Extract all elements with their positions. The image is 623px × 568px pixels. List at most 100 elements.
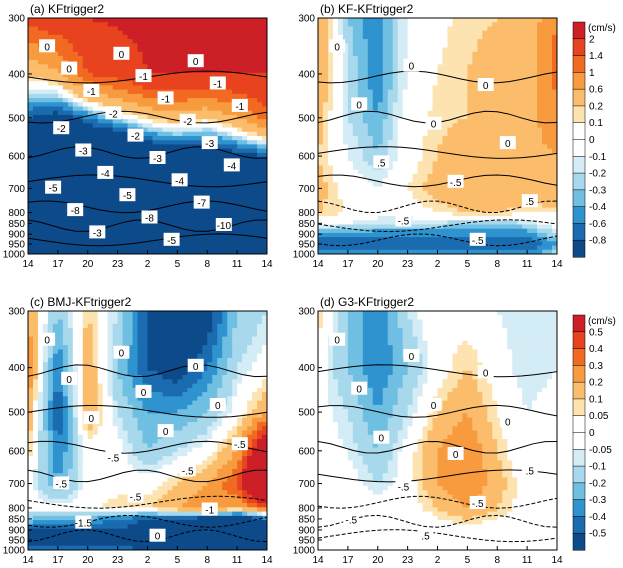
heatmap-cell (387, 110, 394, 116)
heatmap-cell (318, 98, 324, 103)
heatmap-cell (247, 72, 253, 78)
heatmap-cell (242, 22, 248, 28)
heatmap-cell (62, 237, 69, 242)
heatmap-cell (527, 140, 533, 146)
heatmap-cell (367, 114, 374, 120)
heatmap-cell (522, 152, 528, 158)
heatmap-cell (192, 211, 198, 217)
heatmap-cell (247, 232, 253, 238)
heatmap-cell (382, 51, 389, 57)
heatmap-cell (172, 211, 178, 217)
heatmap-cell (52, 245, 59, 251)
heatmap-cell (462, 119, 468, 124)
heatmap-cell (42, 136, 49, 141)
heatmap-cell (537, 64, 543, 70)
heatmap-cell (137, 89, 144, 95)
heatmap-cell (432, 89, 439, 95)
heatmap-cell (132, 72, 139, 78)
heatmap-cell (257, 245, 263, 251)
heatmap-cell (232, 232, 238, 238)
heatmap-cell (122, 224, 129, 230)
heatmap-cell (387, 102, 394, 108)
heatmap-cell (72, 165, 79, 171)
heatmap-cell (117, 39, 124, 44)
heatmap-cell (442, 81, 449, 87)
heatmap-cell (552, 178, 557, 183)
heatmap-cell (122, 173, 129, 179)
heatmap-cell (57, 228, 64, 234)
heatmap-cell (52, 136, 59, 141)
heatmap-cell (237, 165, 243, 171)
heatmap-cell (252, 165, 258, 171)
heatmap-cell (52, 157, 59, 162)
heatmap-cell (32, 228, 39, 234)
heatmap-cell (87, 249, 94, 254)
heatmap-cell (232, 144, 238, 150)
heatmap-cell (402, 89, 409, 95)
heatmap-cell (497, 131, 503, 137)
heatmap-cell (462, 169, 468, 175)
heatmap-cell (412, 106, 419, 112)
heatmap-cell (212, 123, 218, 129)
heatmap-cell (82, 43, 89, 49)
heatmap-cell (32, 123, 39, 129)
heatmap-cell (542, 39, 548, 44)
heatmap-cell (57, 161, 64, 167)
heatmap-cell (117, 127, 124, 133)
heatmap-cell (362, 43, 369, 49)
heatmap-cell (262, 161, 267, 167)
heatmap-cell (147, 224, 154, 230)
heatmap-cell (417, 34, 424, 40)
heatmap-cell (492, 77, 498, 82)
heatmap-cell (437, 60, 444, 65)
heatmap-cell (77, 224, 84, 230)
heatmap-cell (442, 98, 449, 103)
heatmap-cell (357, 39, 364, 44)
heatmap-cell (162, 165, 169, 171)
heatmap-cell (97, 241, 104, 247)
heatmap-cell (387, 51, 394, 57)
heatmap-cell (452, 140, 459, 146)
heatmap-cell (522, 77, 528, 82)
heatmap-cell (82, 123, 89, 129)
heatmap-cell (262, 30, 267, 36)
heatmap-cell (67, 228, 74, 234)
heatmap-cell (402, 203, 409, 209)
heatmap-cell (172, 220, 178, 226)
heatmap-cell (397, 131, 404, 137)
heatmap-cell (377, 64, 384, 70)
heatmap-cell (362, 93, 369, 99)
heatmap-cell (402, 77, 409, 82)
heatmap-cell (57, 136, 64, 141)
heatmap-cell (432, 85, 439, 91)
heatmap-cell (382, 26, 389, 32)
heatmap-cell (82, 211, 89, 217)
heatmap-cell (542, 55, 548, 61)
heatmap-cell (127, 140, 134, 146)
heatmap-cell (227, 245, 233, 251)
heatmap-cell (217, 127, 223, 133)
heatmap-cell (197, 165, 203, 171)
heatmap-cell (497, 72, 503, 78)
heatmap-cell (222, 127, 228, 133)
heatmap-cell (532, 47, 538, 53)
heatmap-cell (82, 199, 89, 205)
heatmap-cell (337, 169, 344, 175)
heatmap-cell (127, 119, 134, 124)
heatmap-cell (477, 34, 483, 40)
heatmap-cell (232, 186, 238, 192)
heatmap-cell (47, 102, 54, 108)
heatmap-cell (247, 89, 253, 95)
heatmap-cell (452, 148, 459, 154)
heatmap-cell (207, 127, 213, 133)
heatmap-cell (357, 26, 364, 32)
heatmap-cell (202, 102, 208, 108)
heatmap-cell (67, 249, 74, 254)
heatmap-cell (242, 47, 248, 53)
contour-label: -5 (49, 184, 58, 195)
heatmap-cell (217, 173, 223, 179)
heatmap-cell (407, 165, 414, 171)
heatmap-cell (187, 26, 193, 32)
heatmap-cell (37, 119, 44, 124)
heatmap-cell (252, 102, 258, 108)
